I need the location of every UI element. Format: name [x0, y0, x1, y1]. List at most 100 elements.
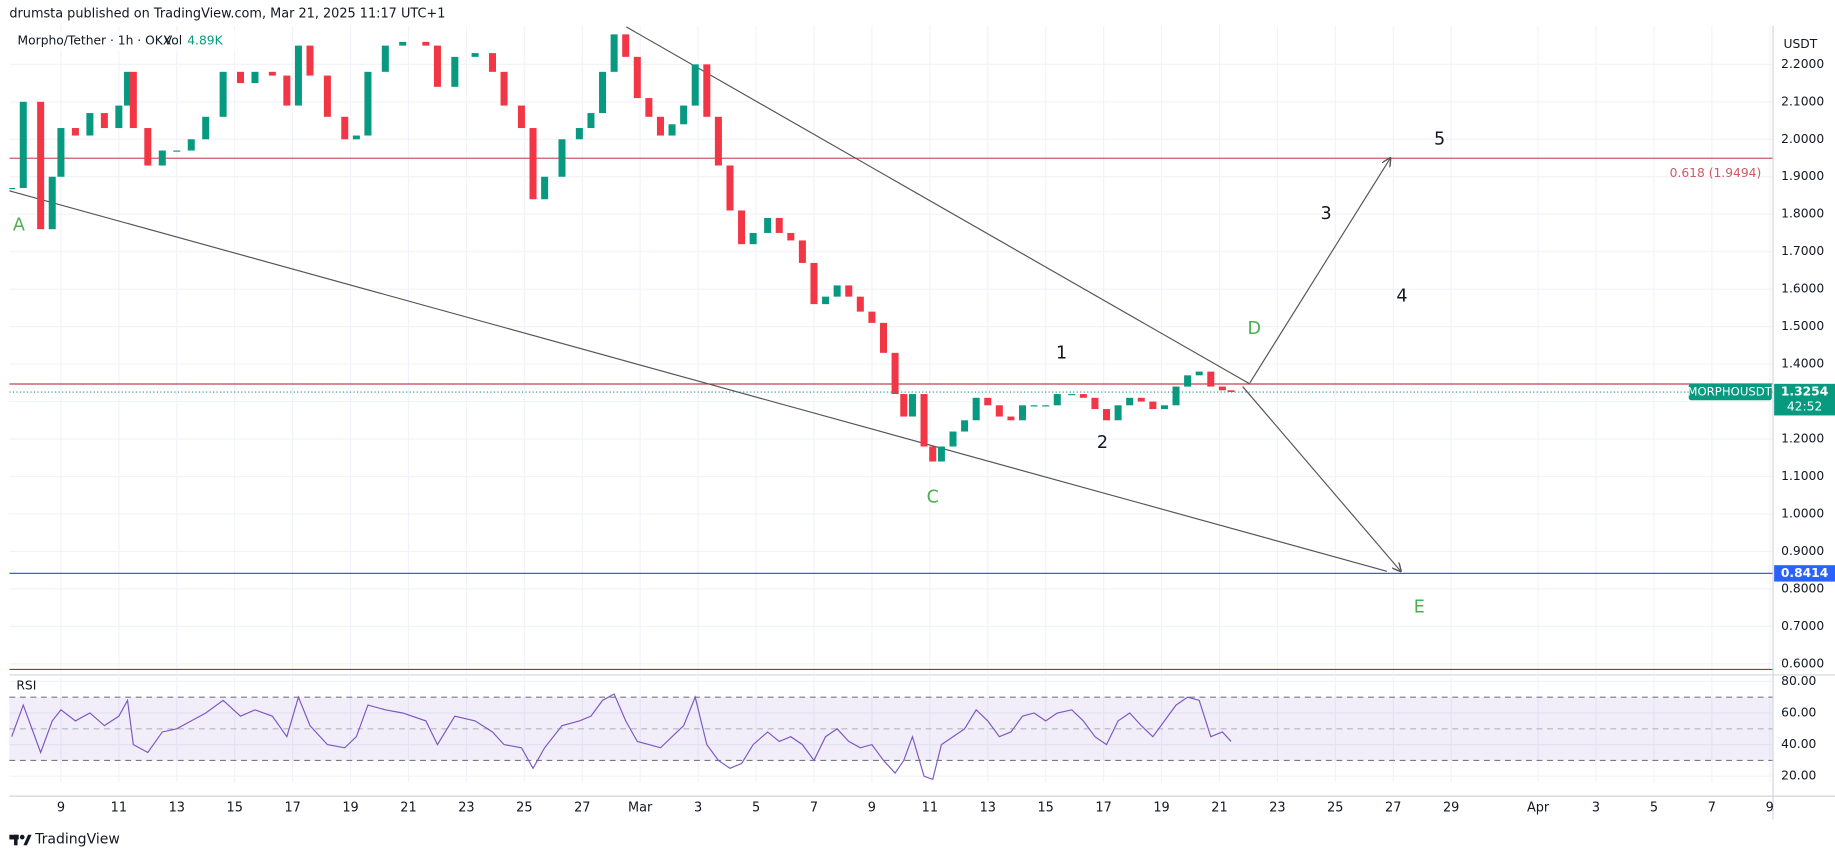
candle — [294, 45, 302, 106]
x-tick-label: 11 — [922, 800, 938, 815]
candle — [633, 56, 641, 99]
tv-logo — [9, 834, 32, 846]
candle — [1030, 405, 1038, 407]
candle — [9, 187, 16, 190]
y-tick-label: 0.6000 — [1781, 656, 1824, 670]
candle — [100, 113, 108, 129]
candle — [587, 113, 595, 129]
rsi-tick-label: 80.00 — [1781, 674, 1816, 688]
x-tick-label: 11 — [111, 800, 127, 815]
wave-label: C — [927, 487, 939, 507]
symbol-badge — [1688, 383, 1772, 401]
candle — [937, 446, 945, 462]
x-tick-label: 17 — [1095, 800, 1111, 815]
candle — [1227, 390, 1235, 393]
candle — [57, 128, 65, 177]
main-pane: 0.618 (1.9494) A C D E 1 2 3 4 5 — [9, 26, 1773, 671]
symbol-badge-label: MORPHOUSDT — [1687, 385, 1772, 399]
x-tick-label: 23 — [1269, 800, 1285, 815]
x-tick-label: 9 — [57, 800, 65, 815]
candle — [575, 128, 583, 140]
x-tick-label: 21 — [1211, 800, 1227, 815]
y-tick-label: 1.7000 — [1781, 244, 1824, 258]
x-tick-label: 21 — [400, 800, 416, 815]
candle — [1007, 416, 1015, 421]
x-tick-label: 19 — [1153, 800, 1169, 815]
candle — [1184, 375, 1192, 387]
candle — [920, 394, 928, 447]
candle — [364, 71, 372, 136]
candle — [1091, 397, 1099, 410]
candle — [558, 139, 566, 177]
rsi-pane: RSI — [9, 679, 1773, 781]
candle — [995, 405, 1003, 417]
candle — [158, 150, 166, 166]
branding: TradingView — [34, 831, 120, 847]
candle — [622, 34, 630, 57]
candle — [451, 56, 459, 87]
candle — [1079, 394, 1087, 398]
candle — [1114, 405, 1122, 421]
wave-label: 3 — [1320, 204, 1331, 224]
x-tick-label: 3 — [1592, 800, 1600, 815]
x-tick-label: 15 — [1038, 800, 1054, 815]
x-tick-label: 17 — [284, 800, 300, 815]
y-tick-label: 2.1000 — [1781, 94, 1824, 108]
rsi-tick-label: 20.00 — [1781, 769, 1816, 783]
y-tick-label: 0.8000 — [1781, 581, 1824, 595]
candle — [775, 217, 783, 233]
candle — [529, 128, 537, 200]
candle — [691, 64, 699, 106]
legend-bg — [9, 31, 291, 51]
candle — [1068, 394, 1076, 396]
y-tick-label: 1.0000 — [1781, 506, 1824, 520]
x-tick-label: 29 — [1443, 800, 1459, 815]
candle — [115, 105, 123, 129]
candle — [187, 139, 195, 151]
x-tick-label: Mar — [628, 800, 653, 815]
candle — [856, 296, 864, 312]
candle — [822, 296, 830, 305]
x-tick-label: 13 — [169, 800, 185, 815]
y-tick-label: 1.1000 — [1781, 469, 1824, 483]
candle — [1172, 386, 1180, 406]
candle — [251, 71, 259, 84]
trendline — [9, 190, 1388, 572]
candle — [833, 285, 841, 297]
wave-label: 2 — [1097, 433, 1108, 453]
candle — [219, 71, 227, 117]
line-label: 0.618 (1.9494) — [1670, 166, 1762, 180]
candle — [1137, 397, 1145, 402]
candle — [868, 311, 876, 323]
x-tick-label: 7 — [1708, 800, 1716, 815]
candle — [488, 53, 496, 72]
y-tick-label: 1.8000 — [1781, 207, 1824, 221]
y-tick-label: 2.0000 — [1781, 132, 1824, 146]
arrow — [1242, 386, 1401, 572]
candle — [283, 75, 291, 106]
candle — [500, 71, 508, 106]
candle — [798, 240, 806, 263]
candle — [173, 150, 181, 152]
candle — [48, 176, 56, 230]
y-tick-label: 1.5000 — [1781, 319, 1824, 333]
price-badge — [1774, 565, 1835, 582]
candle — [517, 105, 525, 129]
candle — [124, 71, 132, 106]
candle — [1149, 401, 1157, 410]
symbol-label: Morpho/Tether · 1h · OKX — [18, 33, 172, 47]
x-tick-label: 27 — [1385, 800, 1401, 815]
candle — [726, 165, 734, 211]
y-tick-label: 2.2000 — [1781, 57, 1824, 71]
x-tick-label: 27 — [574, 800, 590, 815]
candle — [433, 45, 441, 87]
candle — [845, 285, 853, 297]
candle — [703, 64, 711, 117]
candle — [1053, 394, 1061, 406]
candle — [129, 71, 137, 129]
price-badge-label: 0.8414 — [1781, 566, 1828, 580]
candle — [236, 71, 245, 84]
wave-label: 5 — [1434, 129, 1445, 149]
candle — [738, 210, 746, 245]
candle — [929, 446, 937, 462]
